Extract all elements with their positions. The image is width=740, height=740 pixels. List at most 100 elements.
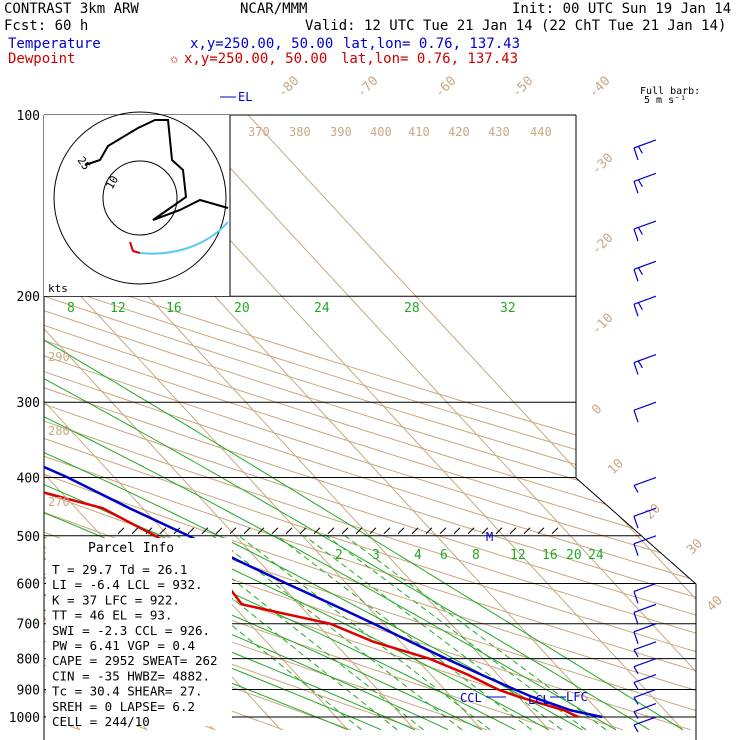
hatch-mark [243,527,251,535]
pressure-tick-label: 400 [17,471,40,486]
wind-barb-flag [633,612,639,625]
mixing-ratio-label: 4 [414,548,422,563]
mixing-ratio-line [120,535,362,731]
wind-barb-flag [637,302,643,310]
wind-barb-staff [633,172,657,182]
init-time: Init: 00 UTC Sun 19 Jan 14 [512,1,731,17]
hatch-mark [495,527,503,535]
wind-barb-flag [633,682,639,690]
dry-adiabat-line [44,115,696,731]
wind-barb [633,260,657,282]
mixing-ratio-label: 6 [440,548,448,563]
parcel-info-row: LI = -6.4 LCL = 932. [52,577,203,592]
parcel-info-row: T = 29.7 Td = 26.1 [52,562,187,577]
wind-barb-staff [633,641,657,651]
parcel-info-row: TT = 46 EL = 93. [52,608,172,623]
theta-tick-label: 420 [448,125,470,139]
wind-barbs [633,139,657,733]
dry-adiabat-line [44,115,696,731]
wind-barb [633,716,657,733]
center-title: NCAR/MMM [240,1,307,17]
storm-motion-label: M [486,530,493,544]
mixing-ratio-label: 28 [404,301,420,316]
theta-tick-label: 290 [48,350,70,364]
wind-barb-staff [633,688,657,699]
wind-barb-flag [633,666,639,674]
theta-tick-label: 410 [408,125,430,139]
wind-barb [633,641,657,658]
mixing-ratio-line [212,535,463,731]
wind-barb [633,658,657,674]
wind-barb-flag [633,147,639,161]
wind-barb [633,220,657,242]
wind-barb [633,353,657,375]
temperature-tick-label: -20 [589,231,616,258]
wind-barb [633,507,657,529]
wind-barb-flag [633,269,639,282]
temperature-tick-label: -50 [509,74,536,101]
wind-barb-flag [637,267,643,276]
hatch-mark [509,527,517,535]
mixing-ratio-line [153,535,398,731]
hatch-mark [341,527,349,535]
dry-adiabat-line [44,115,696,731]
parcel-info-row: CAPE = 2952 SWEAT= 262 [52,653,218,668]
dry-adiabat-line [44,115,488,731]
wind-barb-staff [633,260,657,270]
wind-barb-staff [633,535,657,545]
moist-adiabat-line [44,282,583,731]
wind-barb-staff [633,139,657,149]
right-boundary [575,115,697,740]
pressure-tick-label: 1000 [9,711,40,726]
wind-barb [633,623,657,644]
dewpoint-latlon: lat,lon= 0.76, 137.43 [341,51,518,67]
wind-barb-staff [633,401,657,411]
temperature-tick-label: -70 [354,74,381,101]
wind-barb-flag [637,360,643,369]
mixing-ratio-label: 32 [500,301,516,316]
moist-adiabat-line [44,282,684,731]
hatch-mark [355,527,363,535]
wind-barb [633,476,657,493]
moist-adiabat-line [44,282,550,731]
temperature-tick-label: 0 [589,402,605,418]
wind-barb [633,172,657,194]
hatch-mark [257,527,265,535]
temperature-tick-label: -80 [275,74,302,101]
temperature-tick-label: 40 [704,593,726,615]
pressure-tick-label: 900 [17,683,40,698]
wind-barb-flag [633,304,639,317]
forecast-hour: Fcst: 60 h [4,18,88,34]
hatch-mark [327,527,335,535]
dry-adiabat-line [44,115,696,731]
hatch-mark [187,527,195,535]
pressure-tick-label: 700 [17,618,40,633]
dewpoint-marker-icon: ✩ [170,51,179,67]
isotherm-line [222,115,696,731]
mixing-ratio-label: 24 [588,548,604,563]
hatch-mark [271,527,279,535]
barb-legend-line2: 5 m s⁻¹ [644,95,686,106]
hodograph-frame [44,115,230,296]
dewpoint-xy: x,y=250.00, 50.00 [184,51,327,67]
wind-barb [633,139,657,161]
moist-adiabat-line [44,282,382,731]
hatch-mark [131,527,139,535]
moist-adiabat-line [44,282,348,731]
wind-barb [633,703,657,719]
wind-barb [633,688,657,705]
theta-tick-label: 270 [48,495,70,509]
mixing-ratio-label: 16 [166,301,182,316]
wind-barb-staff [633,353,657,364]
mixing-ratio-label: 16 [542,548,558,563]
wind-barb-flag [633,485,639,493]
dry-adiabat-line [44,115,696,731]
temperature-legend: Temperature [8,36,101,52]
mixing-ratio-label: 20 [566,548,582,563]
temperature-latlon: lat,lon= 0.76, 137.43 [343,36,520,52]
mixing-ratio-label: 2 [335,548,343,563]
hatch-mark [551,527,559,535]
hatch-mark [215,527,223,535]
isotherm-line [44,115,416,731]
